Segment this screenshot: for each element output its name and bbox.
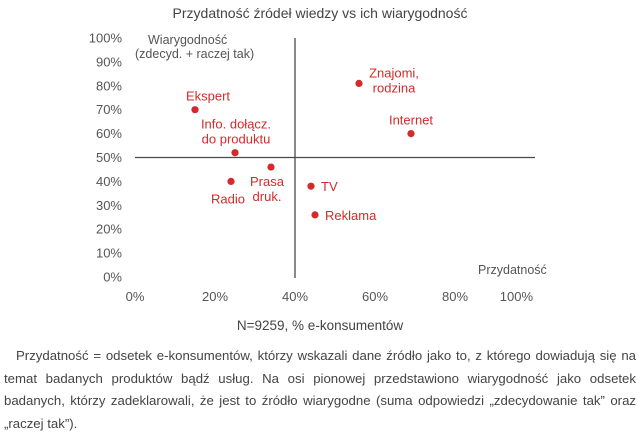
y-tick-label: 0% xyxy=(103,270,122,285)
data-point xyxy=(267,163,275,171)
data-point xyxy=(307,182,315,190)
y-tick-label: 80% xyxy=(96,78,122,93)
x-axis-label: Przydatność xyxy=(478,263,547,277)
x-tick-label: 40% xyxy=(282,289,308,304)
x-tick-label: 100% xyxy=(500,289,534,304)
y-tick-label: 100% xyxy=(89,31,123,46)
data-label: TV xyxy=(321,179,338,194)
y-tick-labels: 0% 10% 20% 30% 40% 50% 60% 70% 80% 90% 100% xyxy=(89,31,123,285)
data-labels: Ekspert Info. dołącz. do produktu Radio Pras… xyxy=(186,65,433,222)
chart-title: Przydatność źródeł wiedzy vs ich wiarygo… xyxy=(172,5,468,21)
x-tick-labels: 0% 20% 40% 60% 80% 100% xyxy=(126,289,534,304)
data-points xyxy=(191,79,415,219)
y-axis-label-line2: (zdecyd. + raczej tak) xyxy=(135,47,254,61)
x-tick-label: 60% xyxy=(362,289,388,304)
data-label: Info. dołącz. do produktu xyxy=(201,117,271,147)
data-point xyxy=(231,149,239,157)
data-label: Prasa druk. xyxy=(250,174,285,204)
y-tick-label: 30% xyxy=(96,198,122,213)
axes xyxy=(135,38,535,278)
y-tick-label: 20% xyxy=(96,222,122,237)
y-tick-label: 50% xyxy=(96,150,122,165)
y-tick-label: 10% xyxy=(96,246,122,261)
y-tick-label: 40% xyxy=(96,174,122,189)
data-label: Internet xyxy=(389,113,433,128)
data-point xyxy=(227,177,235,185)
data-label: Znajomi, rodzina xyxy=(369,65,419,95)
data-point xyxy=(191,106,199,114)
y-axis-label-line1: Wiarygodność xyxy=(148,33,227,47)
y-tick-label: 70% xyxy=(96,102,122,117)
data-point xyxy=(407,130,415,138)
x-tick-label: 0% xyxy=(126,289,145,304)
y-tick-label: 90% xyxy=(96,54,122,69)
data-label: Reklama xyxy=(325,208,377,223)
x-tick-label: 20% xyxy=(202,289,228,304)
data-point xyxy=(311,211,319,219)
data-label: Radio xyxy=(211,191,245,206)
sample-note: N=9259, % e-konsumentów xyxy=(236,318,404,333)
chart-description: Przydatność = odsetek e-konsumentów, któ… xyxy=(4,348,636,431)
data-point xyxy=(355,79,363,88)
y-tick-label: 60% xyxy=(96,126,122,141)
data-label: Ekspert xyxy=(186,89,230,104)
scatter-chart: 0% 10% 20% 30% 40% 50% 60% 70% 80% 90% 100% 0% 20% 4… xyxy=(89,31,547,305)
x-tick-label: 80% xyxy=(442,289,468,304)
